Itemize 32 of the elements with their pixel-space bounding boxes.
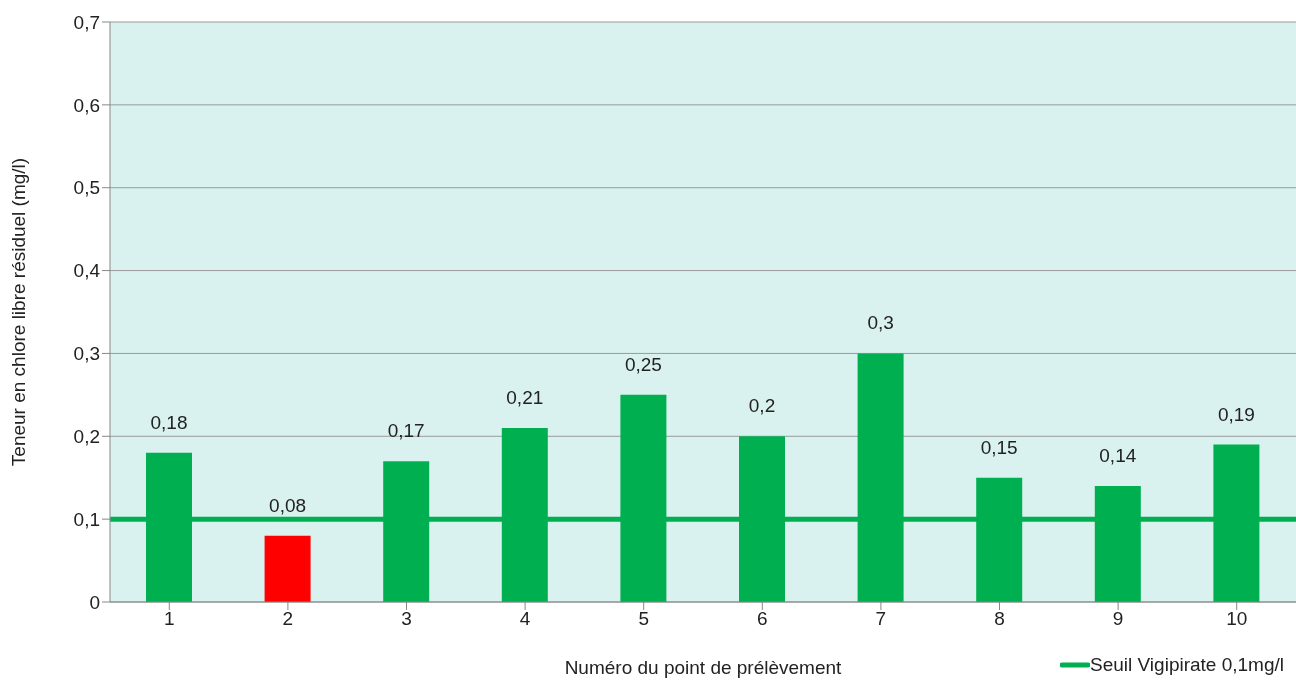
y-tick-label: 0,5	[73, 177, 100, 199]
x-tick-label: 5	[638, 608, 649, 630]
data-label: 0,25	[624, 353, 662, 375]
data-label: 0,14	[1099, 445, 1137, 466]
y-tick-label: 0,2	[73, 426, 100, 448]
data-label: 0,18	[150, 411, 188, 433]
x-tick-label: 1	[164, 608, 175, 630]
x-tick-label: 2	[282, 608, 294, 630]
data-label: 0,3	[867, 312, 894, 334]
x-tick-label: 9	[1112, 608, 1124, 630]
x-tick-label: 3	[401, 608, 412, 630]
y-tick-label: 0,4	[73, 260, 101, 282]
data-label: 0,19	[1217, 403, 1255, 425]
data-label: 0,21	[506, 387, 544, 408]
x-tick-label: 4	[519, 608, 531, 630]
y-tick-label: 0,6	[73, 94, 100, 116]
y-tick-label: 0,1	[73, 508, 100, 530]
data-label: 0,17	[387, 420, 425, 442]
bar	[264, 535, 311, 602]
x-tick-label: 8	[994, 608, 1005, 630]
x-tick-label: 7	[875, 608, 887, 630]
data-label: 0,2	[748, 395, 776, 417]
y-tick-label: 0,3	[73, 343, 100, 365]
data-label: 0,08	[269, 494, 307, 516]
y-tick-label: 0	[89, 591, 100, 613]
data-label: 0,15	[980, 436, 1018, 458]
y-axis-title: Teneur en chlore libre résiduel (mg/l)	[7, 157, 29, 467]
y-tick-label: 0,7	[73, 11, 100, 33]
x-axis-title: Numéro du point de prélèvement	[564, 657, 843, 678]
x-tick-label: 6	[757, 608, 768, 630]
legend-label: Seuil Vigipirate 0,1mg/l	[1090, 654, 1284, 676]
x-tick-label: 10	[1226, 608, 1248, 630]
